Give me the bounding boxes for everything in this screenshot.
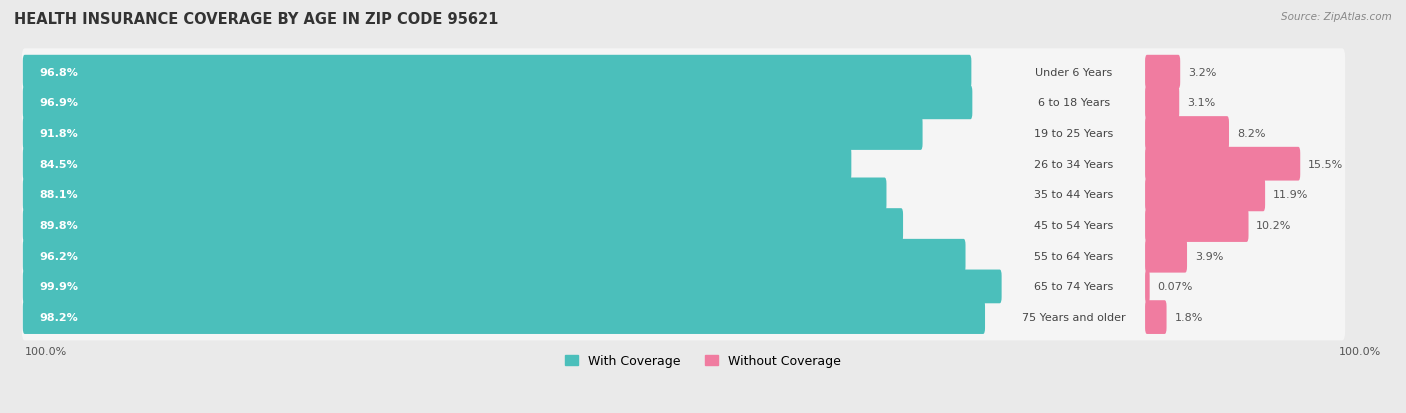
Text: 89.8%: 89.8% (39, 221, 79, 230)
Text: 15.5%: 15.5% (1308, 159, 1343, 169)
Text: 0.07%: 0.07% (1157, 282, 1192, 292)
Text: 11.9%: 11.9% (1272, 190, 1309, 200)
FancyBboxPatch shape (22, 263, 1346, 310)
Text: 3.2%: 3.2% (1188, 67, 1216, 78)
Text: 10.2%: 10.2% (1257, 221, 1292, 230)
FancyBboxPatch shape (1144, 86, 1180, 120)
Text: 99.9%: 99.9% (39, 282, 79, 292)
Legend: With Coverage, Without Coverage: With Coverage, Without Coverage (561, 349, 845, 372)
Text: 3.9%: 3.9% (1195, 251, 1223, 261)
Text: 96.9%: 96.9% (39, 98, 79, 108)
FancyBboxPatch shape (22, 178, 886, 212)
FancyBboxPatch shape (22, 202, 1346, 249)
Text: 55 to 64 Years: 55 to 64 Years (1035, 251, 1114, 261)
FancyBboxPatch shape (22, 172, 1346, 218)
Text: 8.2%: 8.2% (1237, 129, 1265, 139)
FancyBboxPatch shape (22, 110, 1346, 157)
FancyBboxPatch shape (22, 80, 1346, 126)
Text: 100.0%: 100.0% (1339, 347, 1381, 356)
Text: 45 to 54 Years: 45 to 54 Years (1035, 221, 1114, 230)
FancyBboxPatch shape (22, 294, 1346, 341)
Text: 26 to 34 Years: 26 to 34 Years (1035, 159, 1114, 169)
FancyBboxPatch shape (22, 233, 1346, 279)
Text: 100.0%: 100.0% (25, 347, 67, 356)
FancyBboxPatch shape (22, 147, 852, 181)
FancyBboxPatch shape (1144, 270, 1150, 304)
Text: 6 to 18 Years: 6 to 18 Years (1038, 98, 1109, 108)
FancyBboxPatch shape (1144, 147, 1301, 181)
Text: 75 Years and older: 75 Years and older (1022, 312, 1126, 322)
Text: 19 to 25 Years: 19 to 25 Years (1035, 129, 1114, 139)
Text: 98.2%: 98.2% (39, 312, 79, 322)
Text: 84.5%: 84.5% (39, 159, 77, 169)
FancyBboxPatch shape (1144, 56, 1180, 89)
FancyBboxPatch shape (1144, 117, 1229, 150)
FancyBboxPatch shape (1144, 178, 1265, 212)
Text: 91.8%: 91.8% (39, 129, 79, 139)
Text: Source: ZipAtlas.com: Source: ZipAtlas.com (1281, 12, 1392, 22)
Text: 35 to 44 Years: 35 to 44 Years (1035, 190, 1114, 200)
Text: 88.1%: 88.1% (39, 190, 77, 200)
FancyBboxPatch shape (22, 239, 966, 273)
Text: 3.1%: 3.1% (1187, 98, 1215, 108)
FancyBboxPatch shape (1144, 301, 1167, 334)
FancyBboxPatch shape (22, 141, 1346, 188)
FancyBboxPatch shape (22, 56, 972, 89)
Text: 96.2%: 96.2% (39, 251, 79, 261)
Text: 1.8%: 1.8% (1174, 312, 1202, 322)
FancyBboxPatch shape (22, 86, 973, 120)
FancyBboxPatch shape (1144, 209, 1249, 242)
Text: 65 to 74 Years: 65 to 74 Years (1035, 282, 1114, 292)
FancyBboxPatch shape (22, 301, 986, 334)
FancyBboxPatch shape (22, 270, 1001, 304)
FancyBboxPatch shape (22, 209, 903, 242)
Text: Under 6 Years: Under 6 Years (1035, 67, 1112, 78)
Text: 96.8%: 96.8% (39, 67, 79, 78)
FancyBboxPatch shape (1144, 239, 1187, 273)
FancyBboxPatch shape (22, 117, 922, 150)
FancyBboxPatch shape (22, 49, 1346, 96)
Text: HEALTH INSURANCE COVERAGE BY AGE IN ZIP CODE 95621: HEALTH INSURANCE COVERAGE BY AGE IN ZIP … (14, 12, 499, 27)
